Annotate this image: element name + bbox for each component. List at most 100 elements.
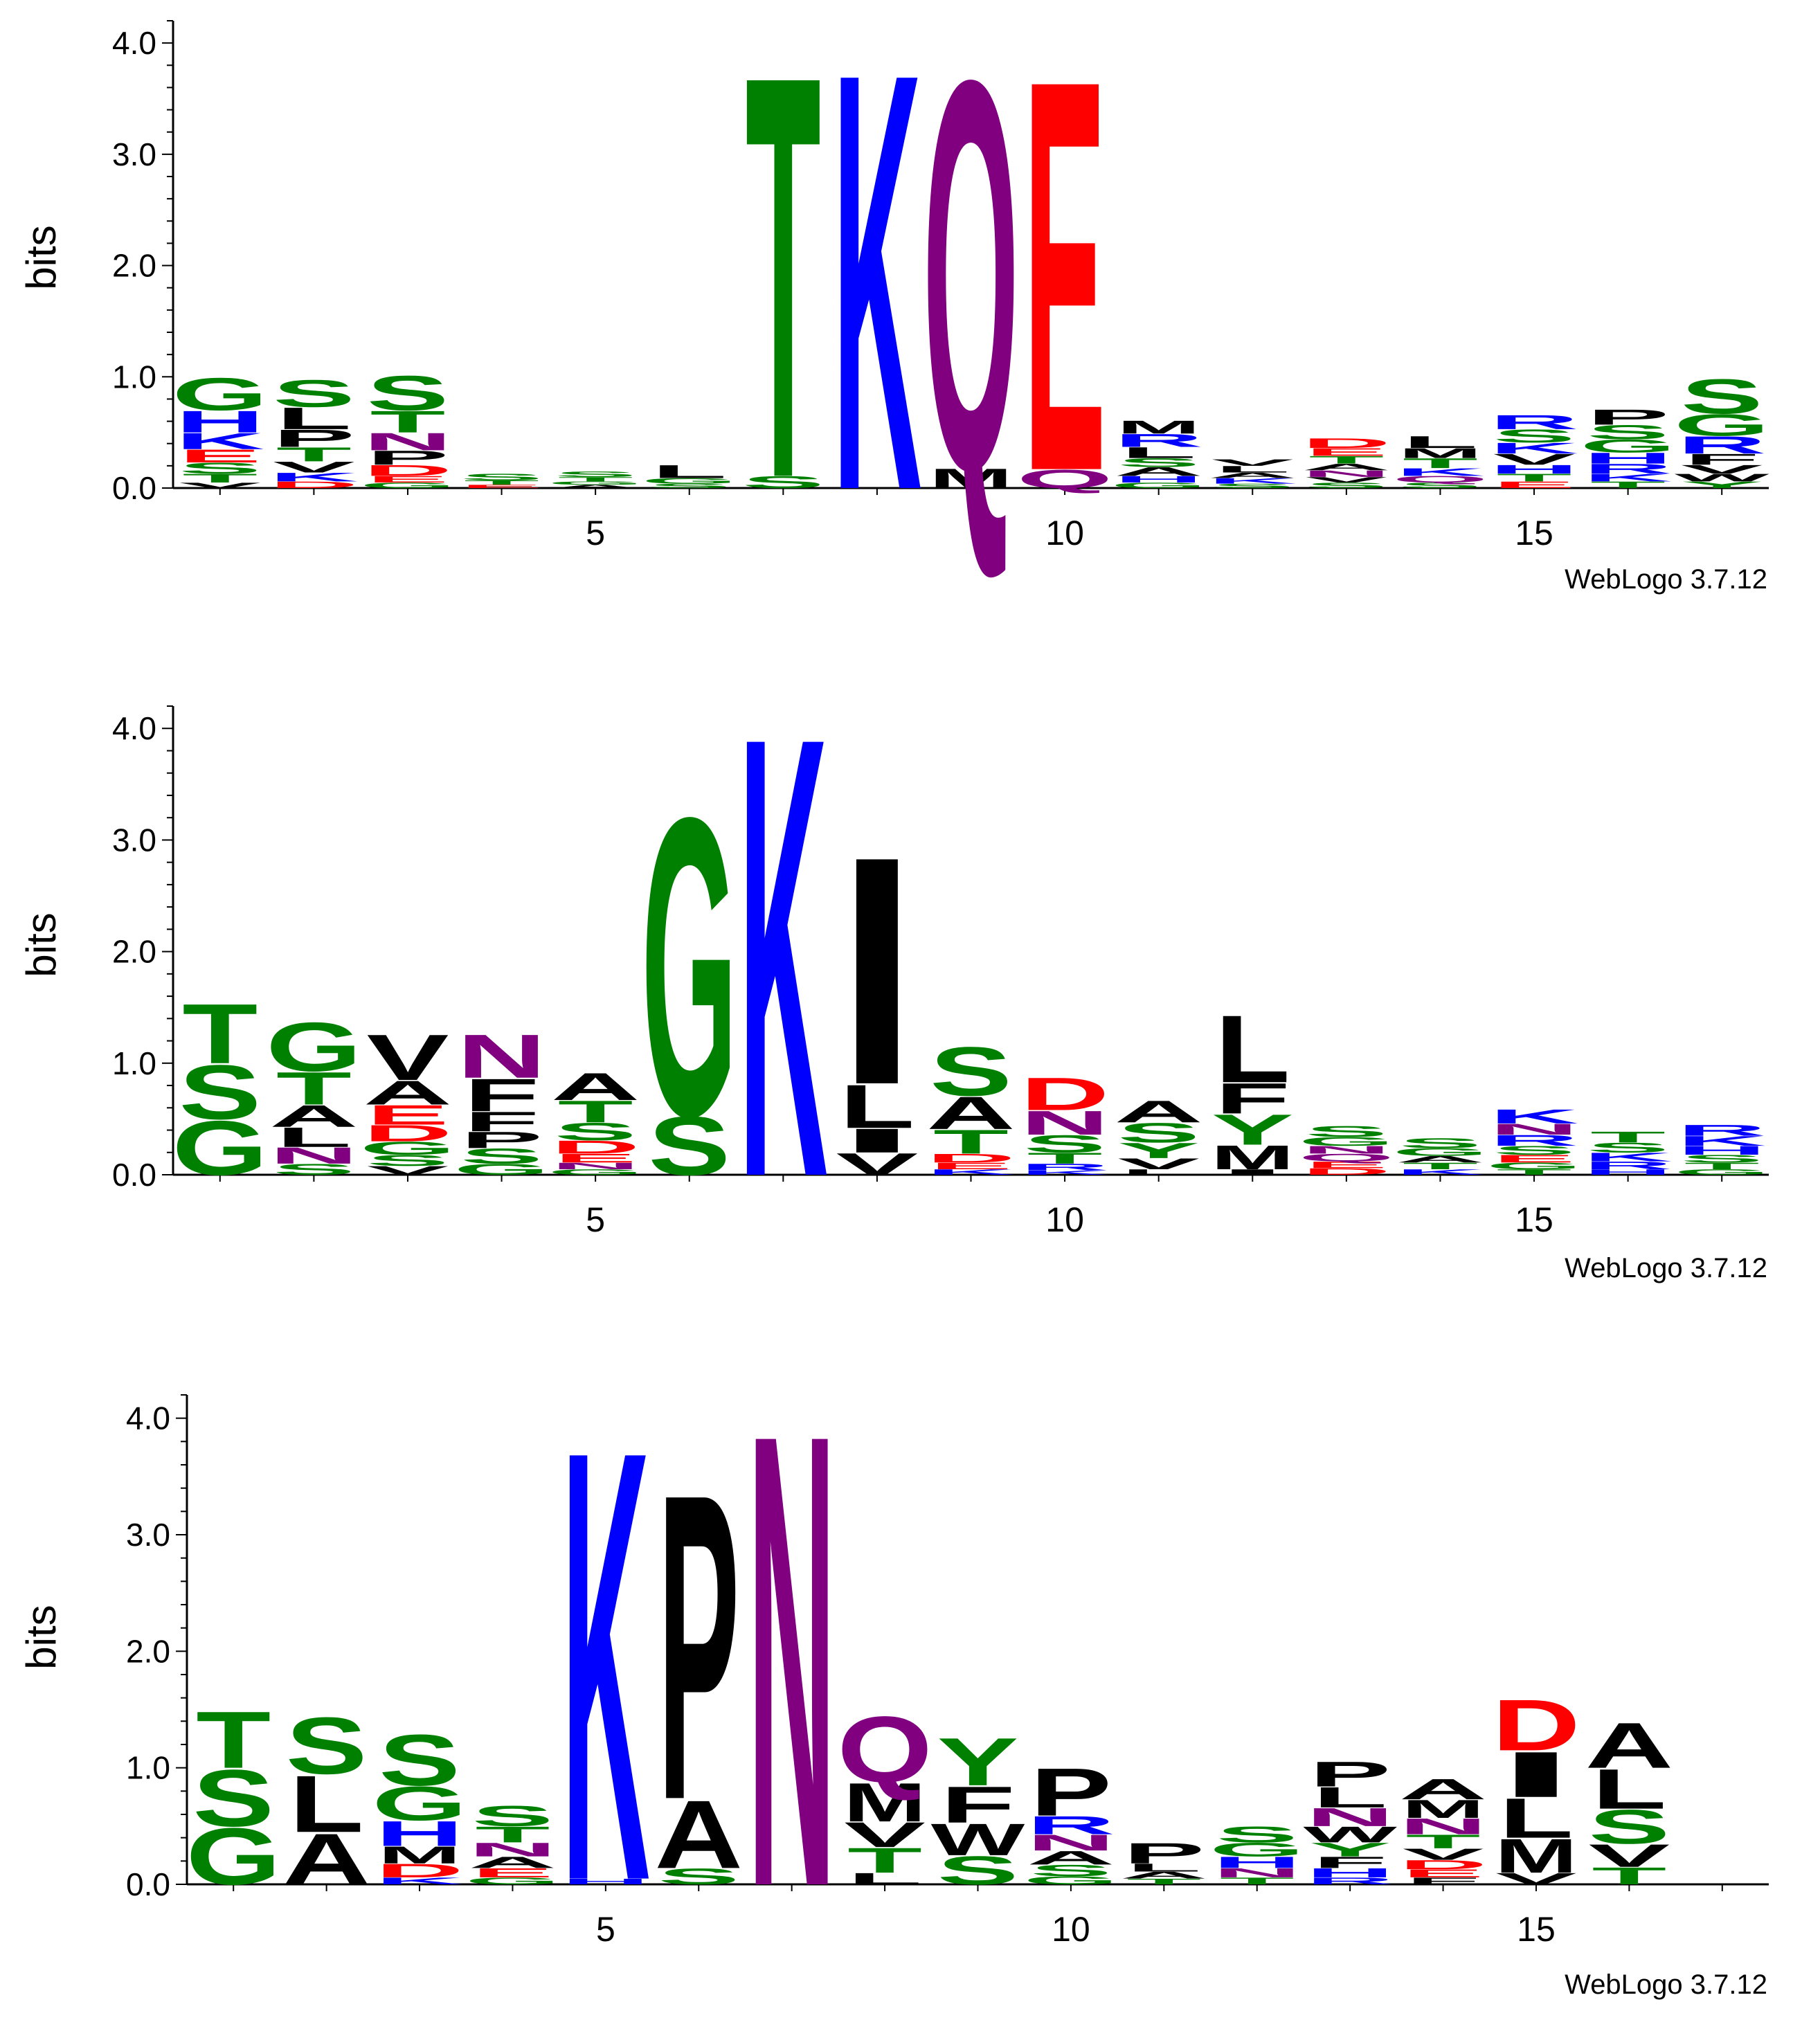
logo-letter-N: N (1213, 1866, 1301, 1880)
logo-letter-A: A (1208, 471, 1297, 479)
logo-letter-I: I (837, 1121, 917, 1160)
logo-letter-A: A (1399, 1773, 1488, 1805)
logo-letter-G: G (1392, 1146, 1488, 1158)
logo-letter-T: T (182, 986, 258, 1081)
logo-letter-G: G (453, 1161, 550, 1178)
logo-letter-G: G (548, 1168, 644, 1177)
logo-letter-R: R (1677, 1121, 1767, 1139)
logo-letter-T: T (1497, 1168, 1572, 1177)
logo-letter-A: A (282, 1818, 371, 1900)
logo-letter-E: E (472, 1866, 554, 1880)
x-tick-label: 15 (1515, 514, 1553, 552)
logo-letter-S: S (1024, 1130, 1106, 1158)
logo-letter-A: A (1027, 1847, 1115, 1868)
logo-letter-K: K (175, 429, 264, 454)
logo-letter-K: K (1583, 1150, 1673, 1164)
logo-letter-Q: Q (1299, 1151, 1395, 1164)
logo-letter-S: S (1588, 1800, 1670, 1854)
logo-letter-N: N (1020, 1104, 1110, 1142)
logo-letter-S: S (379, 1719, 460, 1801)
logo-letter-A: A (1114, 1094, 1203, 1129)
logo-letter-S: S (460, 472, 543, 483)
logo-letter-D: D (1492, 1684, 1580, 1766)
logo-letter-S: S (648, 1099, 730, 1193)
logo-letter-T: T (1308, 453, 1384, 466)
logo-letter-H: H (1114, 474, 1203, 485)
logo-letter-S: S (742, 473, 825, 492)
logo-letter-V: V (179, 481, 261, 489)
logo-letter-S: S (1399, 481, 1481, 489)
logo-letter-S: S (273, 1161, 355, 1178)
logo-letter-P: P (367, 447, 449, 469)
logo-letter-S: S (1117, 456, 1200, 469)
logo-letter-W: W (1675, 471, 1770, 483)
logo-letter-G: G (266, 1008, 362, 1086)
logo-letter-R: R (1306, 1875, 1394, 1886)
logo-letter-S: S (937, 1848, 1019, 1893)
logo-letter-N: N (363, 428, 453, 456)
logo-letter-E: E (367, 1099, 449, 1130)
logo-letter-H: H (1213, 1853, 1301, 1871)
logo-letter-S: S (472, 1800, 554, 1832)
logo-letter-L: L (1313, 1781, 1387, 1814)
logo-letter-S: S (1493, 426, 1576, 447)
y-tick-label: 4.0 (112, 25, 156, 61)
panel-3-credit: WebLogo 3.7.12 (1565, 1969, 1767, 2000)
logo-letter-D: D (1399, 1857, 1488, 1872)
logo-letter-V: V (367, 1164, 449, 1178)
logo-letter-V: V (1117, 1155, 1200, 1173)
logo-letter-G: G (372, 1776, 467, 1830)
logo-letter-S: S (179, 1049, 261, 1136)
logo-letter-G: G (1674, 1168, 1770, 1177)
logo-letter-T: T (558, 1094, 633, 1129)
logo-letter-A: A (363, 1074, 453, 1112)
logo-letter-S: S (179, 460, 261, 477)
logo-letter-Q: Q (837, 1697, 932, 1803)
logo-letter-H: H (375, 1814, 464, 1854)
logo-letter-A: A (1120, 1870, 1209, 1881)
logo-letter-S: S (1030, 1861, 1112, 1879)
logo-letter-V: V (1681, 462, 1763, 476)
x-tick-label: 5 (596, 1910, 615, 1949)
logo-letter-S: S (192, 1753, 274, 1843)
logo-letter-N: N (1490, 1121, 1579, 1138)
logo-letter-H: H (1490, 462, 1579, 476)
logo-letter-V: V (1493, 451, 1576, 468)
logo-letter-T: T (1592, 1862, 1666, 1889)
x-tick-label: 5 (586, 1200, 605, 1239)
logo-letter-M: M (1398, 445, 1482, 461)
logo-letter-W: W (1303, 1822, 1398, 1847)
logo-letter-Y: Y (1681, 480, 1763, 490)
logo-letter-E: E (555, 1151, 637, 1165)
panel-2-ylabel: bits (18, 912, 64, 977)
logo-letter-H: H (1306, 1866, 1394, 1880)
x-tick-label: 10 (1052, 1910, 1090, 1949)
logo-letter-L: L (276, 401, 352, 435)
logo-letter-G: G (1299, 1135, 1395, 1148)
logo-letter-S: S (1587, 421, 1669, 444)
logo-letter-G: G (186, 1811, 281, 1902)
logo-letter-T: T (1590, 1128, 1666, 1146)
logo-letter-F: F (1215, 1074, 1290, 1123)
logo-letter-N: N (748, 1299, 836, 2020)
panel-1-ylabel: bits (18, 225, 64, 289)
logo-letter-W: W (931, 1814, 1025, 1865)
logo-letter-E: E (1305, 446, 1387, 458)
logo-letter-K: K (1583, 471, 1673, 484)
logo-letter-A: A (1396, 1154, 1485, 1164)
y-tick-label: 1.0 (126, 1750, 170, 1786)
logo-letter-G: G (1023, 1874, 1118, 1886)
logo-letter-Q: Q (1392, 474, 1488, 485)
logo-letter-K: K (926, 1168, 1016, 1177)
logo-letter-T: T (746, 0, 821, 598)
logo-letter-A: A (551, 484, 640, 489)
y-tick-label: 0.0 (112, 1157, 156, 1193)
logo-letter-K: K (1490, 440, 1579, 457)
logo-letter-E: E (179, 446, 261, 467)
logo-letter-K: K (1677, 1133, 1767, 1149)
logo-letter-T: T (933, 1123, 1009, 1161)
panel-3-ylabel: bits (18, 1605, 64, 1669)
logo-letter-Y: Y (1309, 1839, 1391, 1860)
y-tick-label: 1.0 (112, 1045, 156, 1081)
logo-letter-R: R (1677, 431, 1767, 459)
